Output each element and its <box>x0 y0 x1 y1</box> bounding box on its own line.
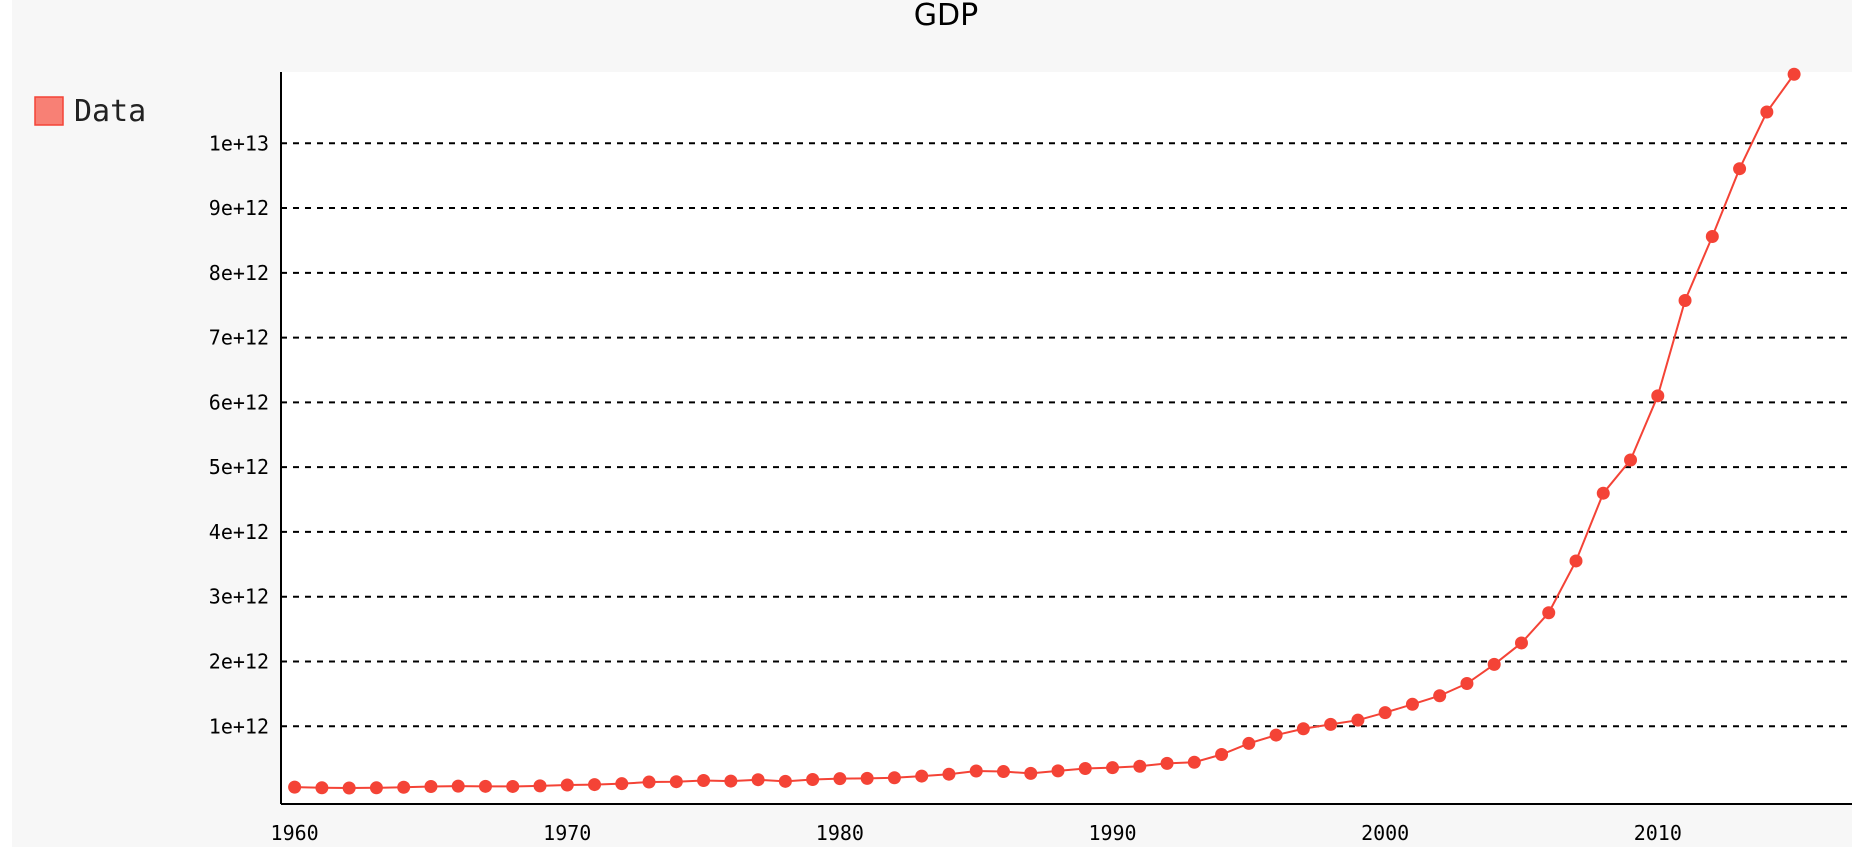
data-point <box>969 764 983 778</box>
data-point <box>778 774 792 788</box>
data-point <box>533 779 547 793</box>
data-point <box>1487 657 1501 671</box>
grid-layer <box>281 142 1852 728</box>
data-point <box>1106 761 1120 775</box>
data-point <box>1351 713 1365 727</box>
plot-background <box>281 72 1852 804</box>
data-point <box>369 781 383 795</box>
data-point <box>1051 764 1065 778</box>
data-point <box>751 773 765 787</box>
data-point <box>669 775 683 789</box>
data-point <box>1269 728 1283 742</box>
data-point <box>1160 756 1174 770</box>
data-point <box>1705 229 1719 243</box>
data-point <box>996 765 1010 779</box>
x-tick-label: 1980 <box>816 821 864 845</box>
y-tick-label: 5e+12 <box>209 455 269 479</box>
data-point <box>1133 759 1147 773</box>
legend-label: Data <box>74 94 146 129</box>
data-point <box>1760 105 1774 119</box>
data-point <box>1460 677 1474 691</box>
y-tick-label: 7e+12 <box>209 326 269 350</box>
data-point <box>860 771 874 785</box>
series-layer <box>288 67 1801 795</box>
data-point <box>887 771 901 785</box>
data-point <box>1733 162 1747 176</box>
y-tick-label: 1e+13 <box>209 131 269 155</box>
data-point <box>1514 636 1528 650</box>
y-tick-label: 2e+12 <box>209 649 269 673</box>
legend: Data <box>34 94 146 129</box>
data-point <box>1242 736 1256 750</box>
data-point <box>1542 606 1556 620</box>
data-point <box>1024 766 1038 780</box>
data-point <box>915 769 929 783</box>
data-point <box>588 778 602 792</box>
y-tick-label: 8e+12 <box>209 261 269 285</box>
x-tick-label: 2000 <box>1361 821 1409 845</box>
x-tick-label: 1990 <box>1088 821 1136 845</box>
y-axis-ticks: 1e+12 2e+12 3e+12 4e+12 5e+12 6e+12 7e+12 8e+12… <box>209 131 269 738</box>
data-point <box>1651 389 1665 403</box>
data-point <box>1324 717 1338 731</box>
data-point <box>642 775 656 789</box>
data-point <box>397 780 411 794</box>
data-point <box>942 767 956 781</box>
data-point <box>1433 689 1447 703</box>
data-point <box>1378 706 1392 720</box>
x-tick-label: 2010 <box>1634 821 1682 845</box>
data-point <box>1405 697 1419 711</box>
data-point <box>1569 554 1583 568</box>
data-point <box>1187 755 1201 769</box>
data-point <box>1787 67 1801 81</box>
data-point <box>451 779 465 793</box>
y-tick-label: 6e+12 <box>209 390 269 414</box>
data-point <box>615 777 629 791</box>
legend-swatch <box>34 96 64 126</box>
x-tick-label: 1960 <box>271 821 319 845</box>
data-point <box>1624 453 1638 467</box>
data-point <box>1078 762 1092 776</box>
y-tick-label: 3e+12 <box>209 585 269 609</box>
data-point <box>424 780 438 794</box>
data-point <box>806 773 820 787</box>
data-point <box>288 780 302 794</box>
data-point <box>315 781 329 795</box>
data-point <box>1596 486 1610 500</box>
data-point <box>560 778 574 792</box>
x-tick-label: 1970 <box>543 821 591 845</box>
data-point <box>1296 722 1310 736</box>
y-tick-label: 1e+12 <box>209 714 269 738</box>
data-point <box>697 773 711 787</box>
y-tick-label: 9e+12 <box>209 196 269 220</box>
data-point <box>506 779 520 793</box>
chart-title: GDP <box>914 0 978 33</box>
data-point <box>342 781 356 795</box>
data-point <box>478 779 492 793</box>
data-point <box>1215 748 1229 762</box>
data-point <box>1678 293 1692 307</box>
data-point <box>724 774 738 788</box>
data-point <box>833 772 847 786</box>
y-tick-label: 4e+12 <box>209 520 269 544</box>
x-axis-ticks: 1960 1970 1980 1990 2000 2010 <box>271 821 1682 845</box>
axes-layer <box>280 72 1852 805</box>
